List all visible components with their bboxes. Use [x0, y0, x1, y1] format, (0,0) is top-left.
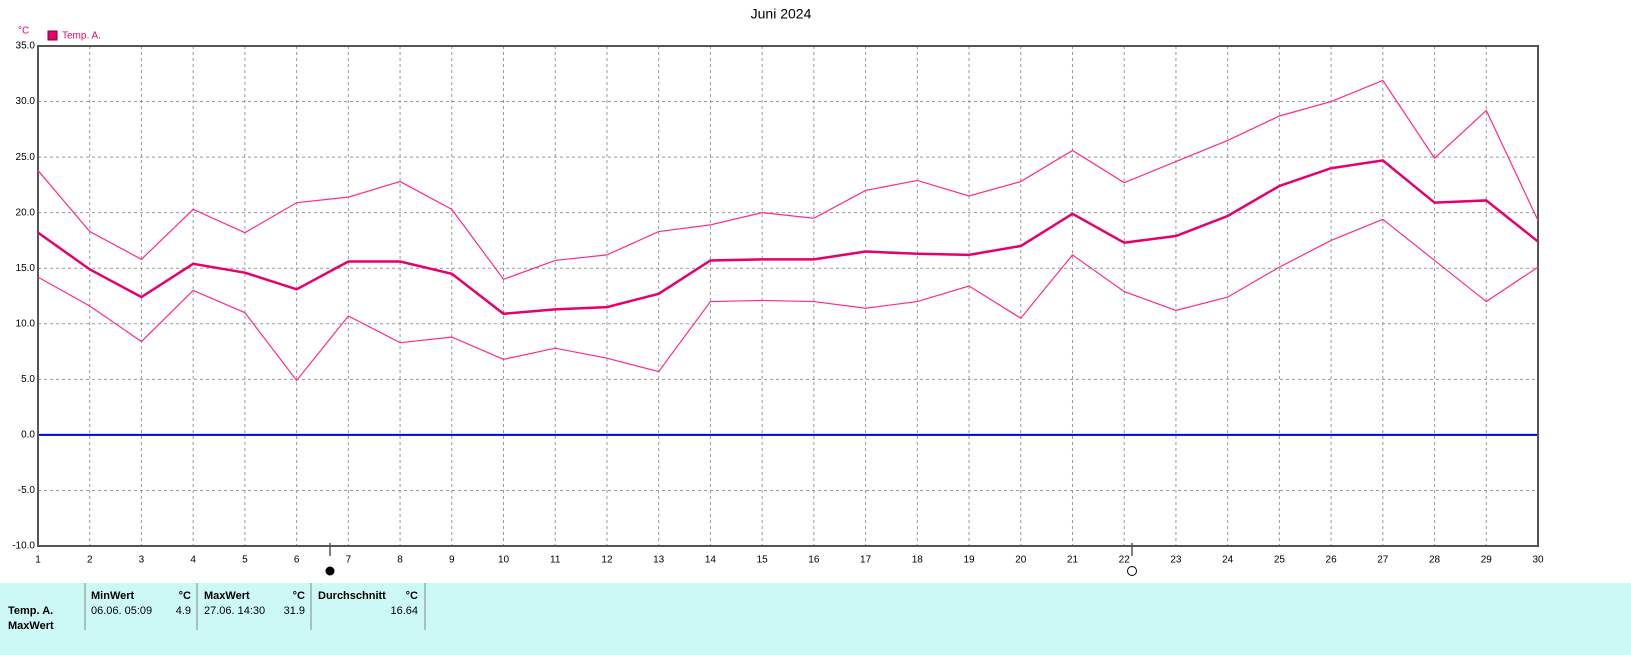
legend-swatch	[47, 30, 58, 41]
column-header: MaxWert	[204, 590, 250, 602]
moon-icon	[1127, 566, 1137, 576]
x-tick-label: 5	[242, 555, 248, 566]
x-tick-label: 15	[757, 555, 769, 566]
x-tick-label: 14	[705, 555, 717, 566]
y-tick-label: -5.0	[18, 485, 36, 496]
x-tick-label: 20	[1015, 555, 1027, 566]
x-tick-label: 11	[550, 555, 561, 566]
y-tick-label: -10.0	[12, 541, 35, 552]
x-tick-label: 24	[1222, 555, 1234, 566]
series-line	[37, 218, 1539, 382]
table-background	[0, 583, 1631, 655]
y-unit: °C	[18, 26, 29, 37]
x-tick-label: 23	[1170, 555, 1182, 566]
y-tick-label: 5.0	[21, 374, 35, 385]
x-tick-label: 18	[912, 555, 924, 566]
x-tick-label: 25	[1274, 555, 1286, 566]
chart-title: Juni 2024	[751, 6, 812, 22]
column-unit: °C	[179, 590, 191, 602]
y-tick-label: 20.0	[16, 207, 36, 218]
x-tick-label: 29	[1481, 555, 1493, 566]
x-tick-label: 12	[601, 555, 613, 566]
x-tick-label: 16	[808, 555, 820, 566]
y-tick-label: 0.0	[21, 430, 35, 441]
cell-time: 06.06. 05:09	[91, 605, 152, 617]
series-line	[37, 79, 1539, 281]
x-tick-label: 22	[1119, 555, 1131, 566]
column-header: MinWert	[91, 590, 135, 602]
x-tick-label: 7	[346, 555, 352, 566]
cell-value: 31.9	[284, 605, 305, 617]
y-tick-label: 30.0	[16, 96, 36, 107]
x-tick-label: 1	[35, 555, 41, 566]
series-line	[37, 159, 1539, 316]
x-tick-label: 13	[653, 555, 665, 566]
x-tick-label: 8	[397, 555, 403, 566]
x-tick-label: 3	[139, 555, 145, 566]
x-tick-label: 4	[190, 555, 196, 566]
y-tick-label: 15.0	[16, 263, 36, 274]
x-tick-label: 6	[294, 555, 300, 566]
x-tick-label: 30	[1532, 555, 1544, 566]
row-label: MaxWert	[8, 620, 54, 632]
x-tick-label: 10	[498, 555, 510, 566]
row-label: Temp. A.	[8, 605, 53, 617]
x-tick-label: 2	[87, 555, 93, 566]
column-header: Durchschnitt	[318, 590, 386, 602]
x-tick-label: 21	[1067, 555, 1079, 566]
column-unit: °C	[293, 590, 305, 602]
x-tick-label: 27	[1377, 555, 1389, 566]
cell-time: 27.06. 14:30	[204, 605, 265, 617]
x-tick-label: 17	[860, 555, 872, 566]
cell-value: 16.64	[390, 605, 418, 617]
y-tick-label: 35.0	[16, 41, 36, 52]
legend-label: Temp. A.	[62, 31, 101, 42]
y-tick-label: 25.0	[16, 152, 36, 163]
cell-value: 4.9	[176, 605, 191, 617]
x-tick-label: 28	[1429, 555, 1441, 566]
x-tick-label: 19	[963, 555, 975, 566]
column-unit: °C	[406, 590, 418, 602]
x-tick-label: 9	[449, 555, 455, 566]
x-tick-label: 26	[1326, 555, 1338, 566]
plot-border	[37, 45, 1539, 547]
moon-icon	[325, 566, 335, 576]
y-tick-label: 10.0	[16, 318, 36, 329]
